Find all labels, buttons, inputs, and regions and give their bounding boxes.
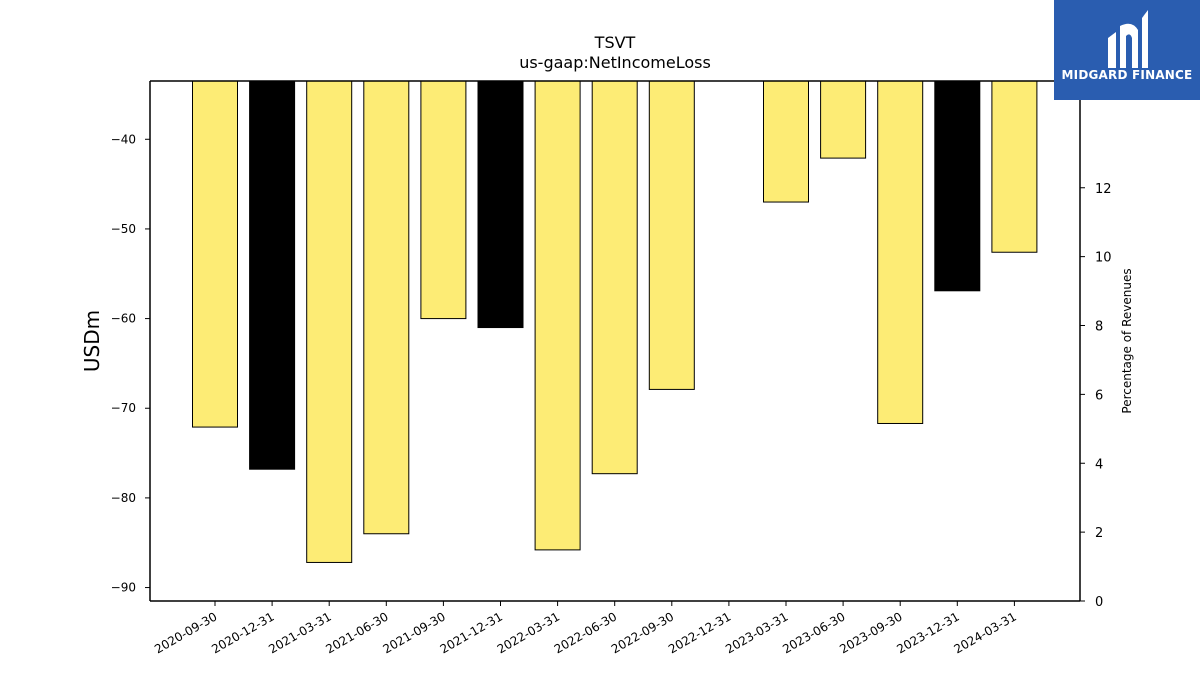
y-tick-label: −50	[111, 222, 136, 236]
x-tick-label: 2021-12-31	[438, 609, 505, 656]
right-tick-label: 2	[1095, 526, 1103, 541]
bar-2020-09-30	[192, 80, 238, 428]
x-tick-label: 2023-09-30	[837, 609, 904, 656]
bar-2023-03-31	[763, 80, 809, 203]
bar-2023-12-31	[934, 80, 981, 292]
bar-2021-09-30	[420, 80, 467, 320]
y-tick-label: −60	[111, 312, 136, 326]
y-tick-label: −90	[111, 581, 136, 595]
x-tick-label: 2022-06-30	[552, 609, 619, 656]
x-tick-label: 2022-09-30	[609, 609, 676, 656]
x-tick-label: 2020-12-31	[209, 609, 276, 656]
x-tick-label: 2021-09-30	[380, 609, 447, 656]
x-tick-label: 2023-06-30	[780, 609, 847, 656]
y-tick-label: −40	[111, 132, 136, 146]
midgard-logo-icon	[1108, 10, 1148, 68]
right-tick-label: 10	[1095, 251, 1112, 266]
bar-2021-03-31	[306, 80, 353, 563]
bar-2023-09-30	[877, 80, 924, 424]
bar-2022-09-30	[648, 80, 695, 390]
x-tick-label: 2020-09-30	[152, 609, 219, 656]
bar-2021-12-31	[477, 80, 524, 329]
right-tick-label: 4	[1095, 457, 1103, 472]
bar-2024-03-31	[991, 80, 1038, 253]
midgard-finance-logo: MIDGARD FINANCE	[1054, 0, 1200, 100]
x-tick-label: 2023-03-31	[723, 609, 790, 656]
right-axis-label: Percentage of Revenues	[1120, 268, 1134, 413]
right-tick-label: 6	[1095, 388, 1103, 403]
bar-2022-03-31	[534, 80, 581, 551]
x-tick-label: 2021-06-30	[323, 609, 390, 656]
x-tick-label: 2022-03-31	[495, 609, 562, 656]
right-tick-label: 12	[1095, 182, 1112, 197]
chart-title: TSVT	[594, 33, 636, 52]
bar-2020-12-31	[249, 80, 296, 470]
chart-subtitle: us-gaap:NetIncomeLoss	[519, 53, 711, 72]
right-tick-label: 0	[1095, 595, 1103, 610]
x-tick-label: 2023-12-31	[894, 609, 961, 656]
y-tick-label: −70	[111, 401, 136, 415]
bar-2023-06-30	[820, 80, 867, 159]
x-tick-label: 2021-03-31	[266, 609, 333, 656]
right-tick-label: 8	[1095, 320, 1103, 335]
x-tick-label: 2022-12-31	[666, 609, 733, 656]
logo-text: MIDGARD FINANCE	[1061, 68, 1193, 82]
bar-2021-06-30	[363, 80, 410, 535]
y-tick-label: −80	[111, 491, 136, 505]
y-axis-label: USDm	[80, 310, 104, 372]
bar-2022-06-30	[591, 80, 638, 475]
x-tick-label: 2024-03-31	[951, 609, 1018, 656]
bars-group	[192, 80, 1038, 563]
